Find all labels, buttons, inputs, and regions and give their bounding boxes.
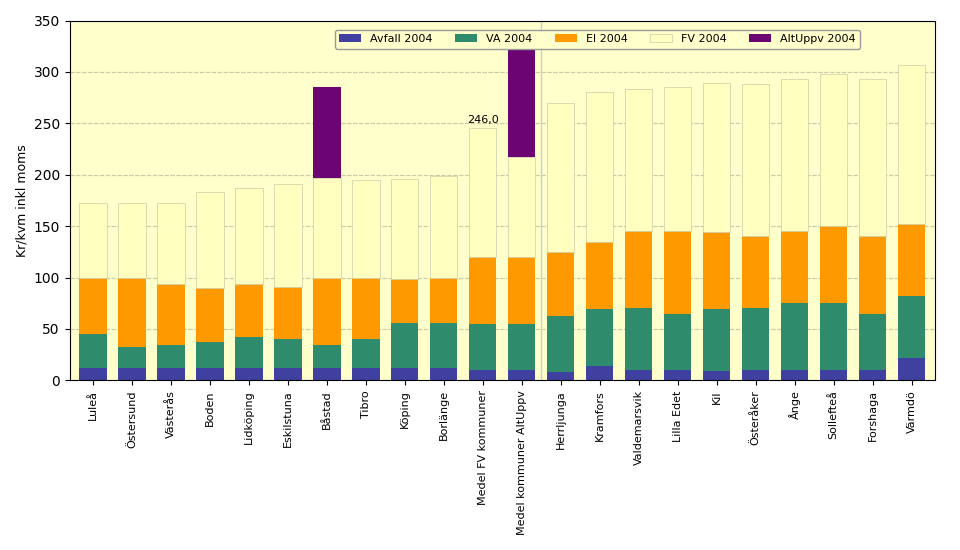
Bar xyxy=(664,87,691,232)
Text: 246,0: 246,0 xyxy=(467,116,498,125)
Bar xyxy=(742,84,769,236)
Bar xyxy=(898,65,925,224)
Bar xyxy=(430,278,458,323)
Bar xyxy=(157,345,184,368)
Bar xyxy=(625,232,653,309)
Bar xyxy=(197,192,224,288)
Bar xyxy=(157,368,184,381)
Bar xyxy=(703,83,731,232)
Bar xyxy=(898,358,925,381)
Bar xyxy=(275,368,301,381)
Bar xyxy=(392,279,419,323)
Bar xyxy=(547,103,574,252)
Bar xyxy=(625,370,653,381)
Bar xyxy=(664,232,691,313)
Bar xyxy=(780,232,808,303)
Bar xyxy=(586,366,613,381)
Bar xyxy=(235,368,263,381)
Bar xyxy=(392,323,419,368)
Bar xyxy=(197,288,224,342)
Bar xyxy=(820,303,848,370)
Bar xyxy=(742,370,769,381)
Bar xyxy=(313,178,341,278)
Bar xyxy=(118,202,146,278)
Bar xyxy=(742,309,769,370)
Bar xyxy=(859,314,886,370)
Bar xyxy=(898,224,925,296)
Bar xyxy=(118,368,146,381)
Bar xyxy=(392,368,419,381)
Bar xyxy=(235,284,263,337)
Bar xyxy=(547,316,574,372)
Bar xyxy=(469,370,496,381)
Bar xyxy=(859,236,886,314)
Bar xyxy=(235,337,263,368)
Bar xyxy=(352,368,379,381)
Bar xyxy=(508,47,536,157)
Bar xyxy=(508,324,536,370)
Bar xyxy=(586,92,613,241)
Bar xyxy=(275,184,301,287)
Bar xyxy=(508,257,536,324)
Bar xyxy=(80,202,107,278)
Bar xyxy=(352,180,379,278)
Bar xyxy=(197,368,224,381)
Bar xyxy=(703,371,731,381)
Bar xyxy=(313,278,341,345)
Bar xyxy=(80,334,107,368)
Bar xyxy=(586,310,613,366)
Bar xyxy=(118,278,146,348)
Bar xyxy=(586,241,613,310)
Bar xyxy=(430,323,458,368)
Bar xyxy=(80,368,107,381)
Legend: Avfall 2004, VA 2004, El 2004, FV 2004, AltUppv 2004: Avfall 2004, VA 2004, El 2004, FV 2004, … xyxy=(335,30,860,48)
Bar xyxy=(780,303,808,370)
Bar xyxy=(313,87,341,178)
Bar xyxy=(118,348,146,368)
Bar xyxy=(197,342,224,368)
Bar xyxy=(157,284,184,345)
Bar xyxy=(780,370,808,381)
Y-axis label: Kr/kvm inkl moms: Kr/kvm inkl moms xyxy=(15,144,28,257)
Bar xyxy=(742,236,769,309)
Bar xyxy=(313,368,341,381)
Bar xyxy=(80,278,107,334)
Bar xyxy=(664,314,691,370)
Bar xyxy=(780,79,808,232)
Bar xyxy=(820,370,848,381)
Bar xyxy=(703,232,731,310)
Bar xyxy=(664,370,691,381)
Bar xyxy=(859,79,886,236)
Bar xyxy=(625,90,653,232)
Bar xyxy=(469,129,496,257)
Bar xyxy=(469,257,496,324)
Bar xyxy=(313,345,341,368)
Bar xyxy=(508,157,536,257)
Bar xyxy=(275,339,301,368)
Bar xyxy=(508,370,536,381)
Bar xyxy=(820,74,848,226)
Bar xyxy=(392,179,419,279)
Bar xyxy=(898,296,925,358)
Text: 217,0: 217,0 xyxy=(506,34,538,44)
Bar xyxy=(352,278,379,339)
Bar xyxy=(275,287,301,339)
Bar xyxy=(469,324,496,370)
Bar xyxy=(625,309,653,370)
Bar xyxy=(430,176,458,278)
Bar xyxy=(352,339,379,368)
Bar xyxy=(547,372,574,381)
Bar xyxy=(859,370,886,381)
Bar xyxy=(235,188,263,284)
Bar xyxy=(820,226,848,303)
Bar xyxy=(703,310,731,371)
Bar xyxy=(547,252,574,316)
Bar xyxy=(157,202,184,284)
Bar xyxy=(430,368,458,381)
